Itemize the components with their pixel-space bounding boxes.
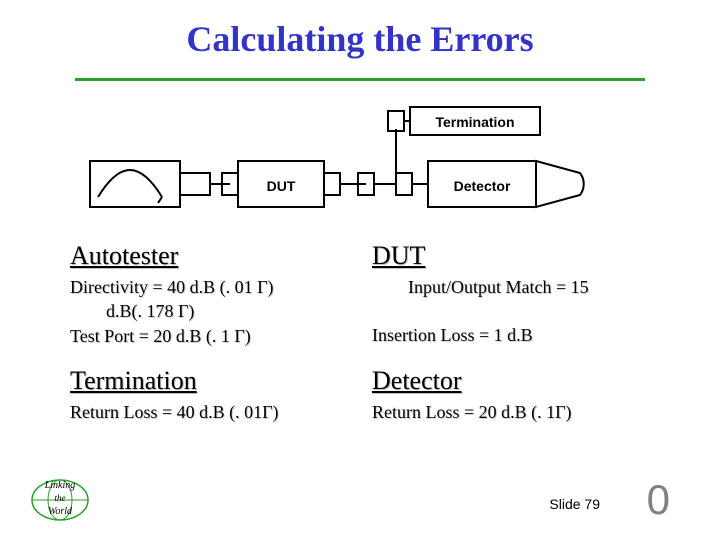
dut-line-1: Input/Output Match = 15 — [372, 275, 650, 299]
title-rule — [75, 78, 645, 81]
autotester-line-3: Test Port = 20 d.B (. 1 Γ) — [70, 324, 348, 348]
content-grid: Autotester Directivity = 40 d.B (. 01 Γ)… — [70, 241, 650, 442]
diagram-dut-label: DUT — [267, 178, 296, 194]
logo-icon: Linking the World — [28, 474, 92, 522]
dut-line-2: Insertion Loss = 1 d.B — [372, 323, 650, 347]
slide-number: Slide 79 — [549, 496, 600, 512]
detector-line-1: Return Loss = 20 d.B (. 1Γ) — [372, 400, 650, 424]
termination-heading: Termination — [70, 366, 348, 396]
left-column: Autotester Directivity = 40 d.B (. 01 Γ)… — [70, 241, 348, 442]
page-title: Calculating the Errors — [0, 0, 720, 78]
block-diagram: DUT Termination Detector — [80, 101, 640, 231]
dut-spacer — [372, 299, 650, 323]
autotester-block: Autotester Directivity = 40 d.B (. 01 Γ)… — [70, 241, 348, 348]
logo-mid: the — [55, 493, 66, 503]
termination-line-1: Return Loss = 40 d.B (. 01Γ) — [70, 400, 348, 424]
autotester-heading: Autotester — [70, 241, 348, 271]
title-text: Calculating the Errors — [186, 19, 533, 59]
autotester-line-1: Directivity = 40 d.B (. 01 Γ) — [70, 275, 348, 299]
dut-heading: DUT — [372, 241, 650, 271]
detector-heading: Detector — [372, 366, 650, 396]
right-column: DUT Input/Output Match = 15 Insertion Lo… — [372, 241, 650, 442]
logo-bot: World — [48, 506, 73, 517]
diagram-termination-label: Termination — [435, 114, 514, 130]
logo-top: Linking — [44, 480, 76, 491]
dut-block: DUT Input/Output Match = 15 Insertion Lo… — [372, 241, 650, 348]
termination-block: Termination Return Loss = 40 d.B (. 01Γ) — [70, 366, 348, 424]
page-zero: 0 — [647, 476, 670, 524]
detector-block: Detector Return Loss = 20 d.B (. 1Γ) — [372, 366, 650, 424]
footer: Linking the World Slide 79 0 — [0, 478, 720, 522]
diagram-detector-label: Detector — [454, 178, 511, 194]
autotester-line-2: d.B(. 178 Γ) — [70, 299, 348, 323]
